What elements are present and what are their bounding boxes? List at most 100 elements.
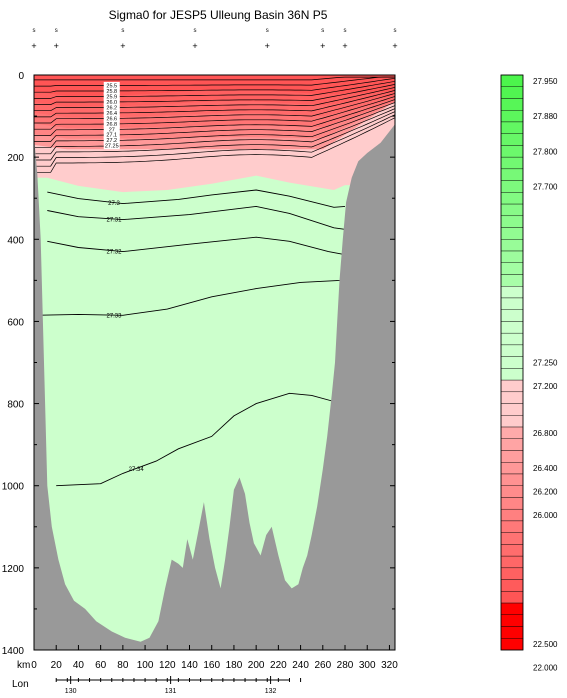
contour-label: 27.34	[129, 467, 145, 473]
x-tick-label: 300	[359, 660, 376, 671]
colorbar-swatch	[500, 168, 524, 181]
station-marker: +	[192, 41, 197, 51]
station-markers: s + s + s + s + s + s + s + s +	[31, 28, 397, 51]
colorbar-swatch	[500, 227, 524, 240]
x-tick-label: 100	[137, 660, 154, 671]
y-tick-label: 1200	[2, 564, 25, 575]
station-marker: +	[265, 41, 270, 51]
colorbar-swatch	[500, 508, 524, 522]
contour-label: 26.2	[106, 105, 117, 111]
station-label: s	[33, 28, 36, 34]
colorbar-swatch	[500, 520, 524, 533]
upper-contour-line	[34, 105, 395, 149]
colorbar-swatch	[500, 462, 524, 475]
x-tick-label: 0	[31, 660, 37, 671]
colorbar-label: 26.400	[533, 464, 558, 473]
y-axis: 0 200 400 600 800 1000 1200 1400	[2, 71, 395, 657]
colorbar-label: 27.880	[533, 112, 558, 121]
y-tick-label: 200	[7, 153, 24, 164]
upper-contour-line	[34, 93, 395, 124]
colorbar-swatch	[500, 602, 524, 615]
contour-labels-upper: 25.525.825.926.026.226.426.626.82727.127…	[103, 81, 120, 150]
x-tick-label: 240	[292, 660, 309, 671]
x-tick-label: 180	[226, 660, 243, 671]
colorbar-swatch	[500, 403, 524, 416]
colorbar-swatch	[500, 180, 524, 193]
station-label: s	[394, 28, 397, 34]
station-marker: +	[54, 41, 59, 51]
colorbar-swatch	[500, 133, 524, 146]
station-marker: +	[31, 41, 36, 51]
colorbar-swatch	[500, 415, 524, 428]
lon-tick-label: 132	[265, 688, 277, 695]
contour-label-bg	[103, 136, 120, 144]
x-tick-label: 200	[248, 660, 265, 671]
colorbar-swatch	[500, 591, 524, 604]
colorbar-label: 27.700	[533, 182, 558, 191]
colorbar-swatch	[500, 309, 524, 322]
colorbar-swatch	[500, 215, 524, 228]
chart-title: Sigma0 for JESP5 Ulleung Basin 36N P5	[109, 8, 328, 22]
colorbar-label: 22.000	[533, 664, 558, 673]
x-axis: 0 20 40 60 80 100 120 140 160 180 200 220 240 260 280 3…	[31, 645, 398, 671]
colorbar-swatch	[500, 379, 524, 393]
colorbar-swatch	[500, 145, 524, 158]
contour-label: 25.5	[106, 83, 117, 89]
contour-label: 27.2	[106, 138, 117, 144]
colorbar-swatch	[500, 321, 524, 334]
x-tick-label: 280	[337, 660, 354, 671]
station-label: s	[194, 28, 197, 34]
colorbar-swatch	[500, 86, 524, 99]
contour-label-bg	[103, 103, 120, 111]
contour-line	[56, 392, 357, 487]
colorbar-swatch	[500, 274, 524, 287]
contour-label: 26.0	[106, 100, 117, 106]
contour-label: 27.3	[108, 201, 120, 207]
x-tick-label: 220	[270, 660, 287, 671]
colorbar-label: 27.950	[533, 77, 558, 86]
x-tick-label: 260	[314, 660, 331, 671]
contour-label-bg	[103, 81, 120, 89]
y-tick-label: 0	[18, 71, 24, 82]
lon-tick-label: 131	[165, 688, 177, 695]
colorbar-swatch	[500, 391, 524, 404]
plot-area	[34, 75, 395, 650]
contour-label-bg	[103, 109, 120, 117]
lon-axis-label: Lon	[12, 679, 29, 690]
colorbar-swatch	[500, 497, 524, 510]
contour-label-bg	[103, 125, 120, 133]
contour-line	[47, 189, 346, 208]
lon-axis: 130 131 132	[55, 676, 302, 695]
contour-label-bg	[103, 92, 120, 100]
colorbar-swatch	[500, 286, 524, 299]
contour-label: 25.8	[106, 89, 117, 95]
contour-labels: 27.3 27.31 27.32 27.33 27.34	[106, 201, 144, 473]
contour-label-bg	[103, 131, 120, 139]
colorbar-swatch	[500, 426, 524, 439]
upper-contour-line	[34, 96, 395, 130]
x-tick-label: 140	[181, 660, 198, 671]
contour-label: 27.1	[106, 133, 117, 139]
station-label: s	[344, 28, 347, 34]
contour-label-bg	[103, 98, 120, 106]
colorbar-swatch	[500, 262, 524, 275]
upper-contour-lines	[34, 76, 395, 173]
contour-label: 26.4	[106, 111, 117, 117]
x-tick-label: 80	[117, 660, 129, 671]
contour-label: 27.33	[106, 314, 122, 320]
colorbar: 27.950 27.880 27.800 27.700 27.250 27.200 26.8…	[500, 74, 558, 673]
station-label: s	[55, 28, 58, 34]
x-tick-label: 320	[381, 660, 398, 671]
colorbar-swatch	[500, 638, 524, 651]
colorbar-swatch	[500, 74, 524, 87]
colorbar-swatch	[500, 203, 524, 217]
contour-label: 27.32	[106, 249, 122, 255]
x-tick-label: 20	[51, 660, 63, 671]
colorbar-label: 27.200	[533, 382, 558, 391]
colorbar-swatch	[500, 239, 524, 252]
colorbar-swatch	[500, 555, 524, 569]
x-tick-label: 160	[203, 660, 220, 671]
contour-lines	[34, 189, 357, 487]
station-label: s	[266, 28, 269, 34]
colorbar-swatch	[500, 626, 524, 639]
